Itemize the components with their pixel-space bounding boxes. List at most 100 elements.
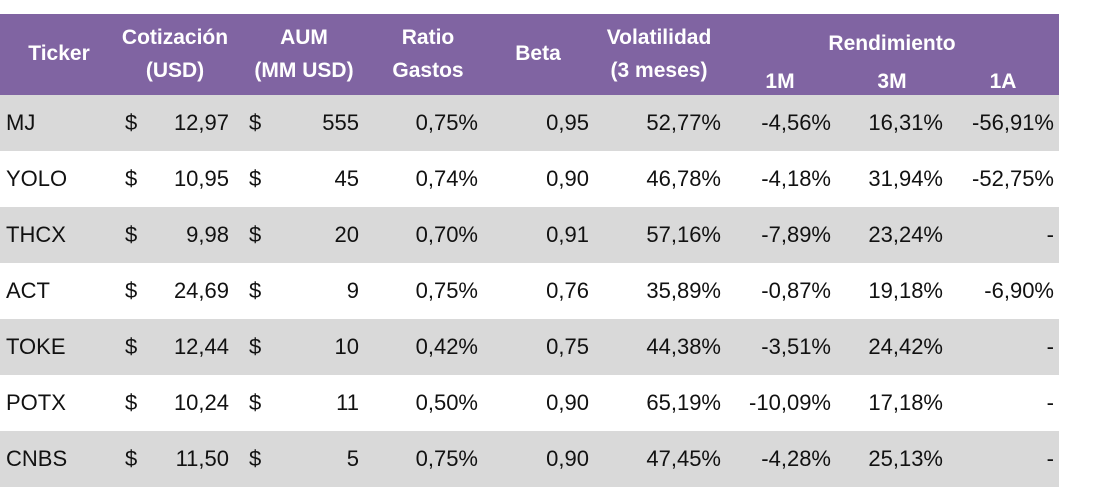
cell-beta: 0,90 xyxy=(546,446,589,471)
cell-return-1m: -10,09% xyxy=(749,390,831,415)
etf-table: Ticker Cotización (USD) AUM (MM USD) Rat… xyxy=(0,14,1059,487)
cell-ticker: POTX xyxy=(6,390,66,415)
cell-return-1m: -4,18% xyxy=(761,166,831,191)
cell-aum-currency: $ xyxy=(249,390,262,415)
cell-return-1a: -52,75% xyxy=(972,166,1054,191)
cell-volatility: 52,77% xyxy=(646,110,721,135)
cell-beta: 0,95 xyxy=(546,110,589,135)
cell-aum: 45 xyxy=(334,166,359,191)
header-return-3m-label: 3M xyxy=(877,70,907,93)
cell-return-1a: -56,91% xyxy=(972,110,1054,135)
header-return-1m-label: 1M xyxy=(765,70,795,93)
cell-aum-currency: $ xyxy=(249,278,262,303)
cell-price: 12,97 xyxy=(173,110,229,135)
cell-aum: 555 xyxy=(322,110,359,135)
header-beta-label: Beta xyxy=(515,42,561,65)
cell-return-1m: -4,28% xyxy=(761,446,831,471)
header-expense-line2: Gastos xyxy=(392,59,464,82)
cell-return-3m: 31,94% xyxy=(868,166,943,191)
table-row: CNBS $11,50 $5 0,75% 0,90 47,45% -4,28% 25,13% - xyxy=(0,431,1059,487)
table-row: MJ $12,97 $555 0,75% 0,95 52,77% -4,56% 16,31% -… xyxy=(0,95,1059,151)
cell-beta: 0,90 xyxy=(546,390,589,415)
cell-price: 24,69 xyxy=(173,278,229,303)
header-return-3m: 3M xyxy=(857,67,927,97)
header-expense-line1: Ratio xyxy=(401,26,455,49)
cell-price-currency: $ xyxy=(125,166,138,191)
header-price-line2: (USD) xyxy=(145,59,205,82)
cell-return-1m: -4,56% xyxy=(761,110,831,135)
cell-expense-ratio: 0,75% xyxy=(415,446,478,471)
cell-price: 10,24 xyxy=(173,390,229,415)
cell-aum: 10 xyxy=(334,334,359,359)
cell-return-1a: - xyxy=(1046,334,1054,359)
table-header: Ticker Cotización (USD) AUM (MM USD) Rat… xyxy=(0,14,1059,95)
cell-return-1m: -0,87% xyxy=(761,278,831,303)
cell-aum-currency: $ xyxy=(249,166,262,191)
cell-ticker: ACT xyxy=(6,278,50,303)
cell-price-currency: $ xyxy=(125,446,138,471)
header-aum-line2: (MM USD) xyxy=(254,59,354,82)
cell-volatility: 65,19% xyxy=(646,390,721,415)
cell-ticker: MJ xyxy=(6,110,36,135)
header-price: Cotización (USD) xyxy=(106,21,244,87)
cell-aum-currency: $ xyxy=(249,222,262,247)
cell-price-currency: $ xyxy=(125,278,138,303)
header-returns-label: Rendimiento xyxy=(828,32,956,55)
cell-aum: 9 xyxy=(346,278,359,303)
cell-expense-ratio: 0,75% xyxy=(415,110,478,135)
header-price-line1: Cotización xyxy=(121,26,229,49)
cell-expense-ratio: 0,70% xyxy=(415,222,478,247)
cell-ticker: YOLO xyxy=(6,166,68,191)
cell-return-3m: 17,18% xyxy=(868,390,943,415)
cell-return-3m: 24,42% xyxy=(868,334,943,359)
cell-aum: 11 xyxy=(336,390,359,415)
cell-beta: 0,91 xyxy=(546,222,589,247)
cell-expense-ratio: 0,50% xyxy=(415,390,478,415)
cell-aum: 5 xyxy=(346,446,359,471)
cell-ticker: CNBS xyxy=(6,446,68,471)
cell-ticker: TOKE xyxy=(6,334,66,359)
cell-return-3m: 16,31% xyxy=(868,110,943,135)
header-returns: Rendimiento xyxy=(780,27,1004,60)
header-aum: AUM (MM USD) xyxy=(240,21,368,87)
cell-expense-ratio: 0,74% xyxy=(415,166,478,191)
cell-price-currency: $ xyxy=(125,222,138,247)
cell-aum-currency: $ xyxy=(249,334,262,359)
cell-price-currency: $ xyxy=(125,334,138,359)
cell-volatility: 46,78% xyxy=(646,166,721,191)
cell-price: 12,44 xyxy=(173,334,229,359)
header-volatility: Volatilidad (3 meses) xyxy=(588,21,730,87)
cell-price-currency: $ xyxy=(125,390,138,415)
cell-price: 9,98 xyxy=(186,222,229,247)
cell-volatility: 35,89% xyxy=(646,278,721,303)
header-return-1m: 1M xyxy=(745,67,815,97)
cell-beta: 0,75 xyxy=(546,334,589,359)
header-volatility-line2: (3 meses) xyxy=(610,59,708,82)
header-beta: Beta xyxy=(498,21,578,87)
table-row: YOLO $10,95 $45 0,74% 0,90 46,78% -4,18% 31,94%… xyxy=(0,151,1059,207)
cell-beta: 0,76 xyxy=(546,278,589,303)
cell-return-1a: -6,90% xyxy=(984,278,1054,303)
cell-expense-ratio: 0,75% xyxy=(415,278,478,303)
cell-volatility: 57,16% xyxy=(646,222,721,247)
header-ticker-label: Ticker xyxy=(28,42,90,65)
cell-return-1a: - xyxy=(1046,446,1054,471)
header-expense: Ratio Gastos xyxy=(375,21,481,87)
header-volatility-line1: Volatilidad xyxy=(606,26,712,49)
cell-aum-currency: $ xyxy=(249,446,262,471)
cell-return-1m: -7,89% xyxy=(761,222,831,247)
cell-volatility: 44,38% xyxy=(646,334,721,359)
header-return-1a-label: 1A xyxy=(989,70,1017,93)
cell-return-3m: 23,24% xyxy=(868,222,943,247)
table-row: TOKE $12,44 $10 0,42% 0,75 44,38% -3,51% 24,42%… xyxy=(0,319,1059,375)
table-row: POTX $10,24 $11 0,50% 0,90 65,19% -10,09% 17,18… xyxy=(0,375,1059,431)
cell-return-3m: 25,13% xyxy=(868,446,943,471)
cell-price: 10,95 xyxy=(173,166,229,191)
cell-volatility: 47,45% xyxy=(646,446,721,471)
table-body: MJ $12,97 $555 0,75% 0,95 52,77% -4,56% 16,31% -… xyxy=(0,95,1059,487)
cell-aum-currency: $ xyxy=(249,110,262,135)
header-return-1a: 1A xyxy=(968,67,1038,97)
cell-ticker: THCX xyxy=(6,222,66,247)
cell-return-1a: - xyxy=(1046,390,1054,415)
header-aum-line1: AUM xyxy=(280,26,328,49)
